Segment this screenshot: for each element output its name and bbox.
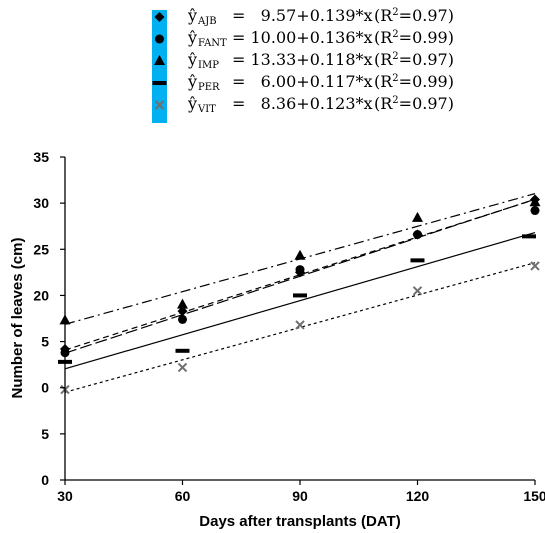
legend-marker-vit xyxy=(154,100,165,110)
legend-r2-per: (R2=0.99) xyxy=(374,72,454,91)
legend-yhat: ŷ xyxy=(187,94,197,113)
legend-yhat: ŷ xyxy=(187,6,197,25)
data-markers xyxy=(58,194,541,395)
marker-imp xyxy=(177,298,188,309)
axes xyxy=(64,157,535,481)
legend-marker-per xyxy=(152,81,167,85)
y-tick-label: 0 xyxy=(41,472,49,488)
marker-fant xyxy=(295,265,305,275)
y-tick-label: 0 xyxy=(41,380,49,396)
marker-per xyxy=(410,258,425,263)
legend-equation-ajb: = 9.57+0.139*x xyxy=(232,6,373,25)
x-tick-label: 60 xyxy=(175,488,191,504)
legend-equation-per: = 6.00+0.117*x xyxy=(232,72,373,91)
legend-r2-vit: (R2=0.97) xyxy=(374,94,454,113)
marker-vit xyxy=(177,362,188,373)
y-axis-title: Number of leaves (cm) xyxy=(9,238,26,399)
fit-line-fant xyxy=(64,198,536,351)
marker-vit xyxy=(295,320,305,330)
marker-fant xyxy=(530,206,540,216)
legend-r2-ajb: (R2=0.97) xyxy=(374,6,454,25)
legend-equation-imp: = 13.33+0.118*x xyxy=(232,50,373,69)
y-tick-label: 30 xyxy=(33,195,49,211)
x-tick-label: 120 xyxy=(406,488,430,504)
legend-marker-fant xyxy=(155,34,164,44)
legend-yhat: ŷ xyxy=(187,50,197,69)
legend-equation-fant: = 10.00+0.136*x xyxy=(232,28,373,47)
x-axis-title: Days after transplants (DAT) xyxy=(199,513,400,530)
legend-subscript-ajb: AJB xyxy=(197,16,217,27)
legend-marker-ajb xyxy=(154,12,165,22)
legend-yhat: ŷ xyxy=(187,28,197,47)
y-tick-label: 35 xyxy=(33,149,49,165)
legend: ŷ AJB = 9.57+0.139*x (R2=0.97)ŷ FANT = 10.00+… xyxy=(152,6,454,123)
marker-per xyxy=(522,234,536,239)
legend-subscript-vit: VIT xyxy=(197,104,216,115)
x-tick-label: 30 xyxy=(57,488,73,504)
x-tick-label: 90 xyxy=(292,488,308,504)
marker-per xyxy=(175,348,190,353)
marker-vit xyxy=(530,261,540,271)
tick-labels: 30 60 90 120 150 0 5 0 5 20 25 30 35 xyxy=(33,149,545,504)
marker-per xyxy=(293,293,307,298)
fit-line-vit xyxy=(64,232,536,370)
legend-r2-imp: (R2=0.97) xyxy=(374,50,454,69)
y-tick-label: 20 xyxy=(33,287,49,303)
legend-subscript-per: PER xyxy=(198,82,220,93)
legend-yhat: ŷ xyxy=(187,72,197,91)
legend-r2-fant: (R2=0.99) xyxy=(374,28,454,47)
legend-marker-imp xyxy=(154,55,165,65)
x-tick-label: 150 xyxy=(523,488,545,504)
marker-fant xyxy=(178,314,187,324)
marker-fant xyxy=(413,230,422,240)
marker-vit xyxy=(412,286,423,296)
marker-imp xyxy=(412,211,423,222)
legend-subscript-fant: FANT xyxy=(198,38,227,49)
marker-imp xyxy=(529,196,541,207)
legend-subscript-imp: IMP xyxy=(198,60,219,71)
tick-marks xyxy=(60,156,536,485)
y-tick-label: 5 xyxy=(41,334,49,350)
fit-lines xyxy=(64,193,536,393)
y-tick-label: 25 xyxy=(33,241,49,257)
y-tick-label: 5 xyxy=(41,426,49,442)
marker-imp xyxy=(294,249,306,260)
legend-equation-vit: = 8.36+0.123*x xyxy=(232,94,373,113)
